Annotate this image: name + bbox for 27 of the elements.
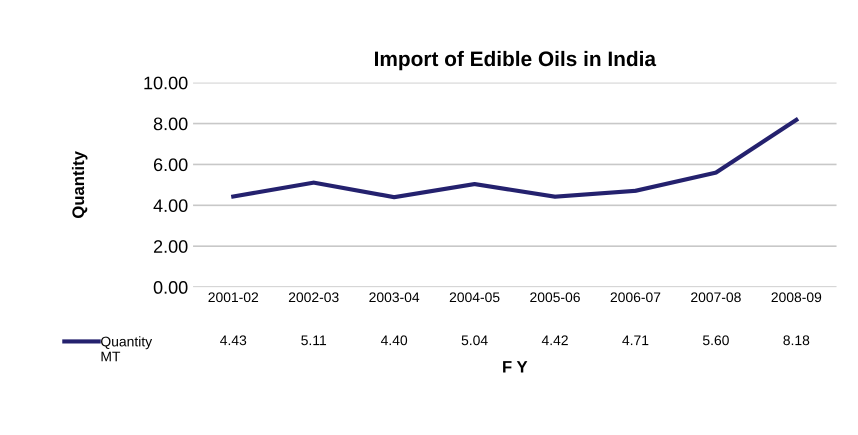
x-tick-label: 2006-07 [610,292,660,302]
y-tick-label: 6.00 [154,158,188,172]
x-tick-label: 2007-08 [691,292,741,302]
x-tick-label: 2003-04 [369,292,420,302]
x-axis-title: F Y [503,361,528,373]
y-tick-label: 4.00 [153,199,188,212]
data-label: 8.18 [783,335,810,346]
x-tick-label: 2004-05 [450,292,500,302]
line-series [231,118,798,200]
data-label: 4.71 [622,336,648,346]
data-label: 5.11 [301,336,326,346]
chart-title: Import of Edible Oils in India [374,50,656,70]
x-tick-label: 2001-02 [208,292,258,302]
data-label: 4.40 [380,335,408,346]
y-tick-label: 8.00 [154,117,188,130]
data-label: 4.43 [220,335,246,346]
data-label: 4.42 [542,335,568,346]
y-axis-title: Quantity [72,151,88,218]
x-tick-label: 2005-06 [530,292,580,302]
x-tick-label: 2008-09 [772,292,822,302]
y-tick-label: 10.00 [144,76,188,90]
y-tick-label: 0.00 [154,281,188,294]
data-label: 5.04 [462,335,488,346]
y-tick-label: 2.00 [154,240,188,253]
x-tick-label: 2002-03 [288,292,339,302]
data-label: 5.60 [702,335,729,346]
legend-label: Quantity MT [101,336,152,362]
